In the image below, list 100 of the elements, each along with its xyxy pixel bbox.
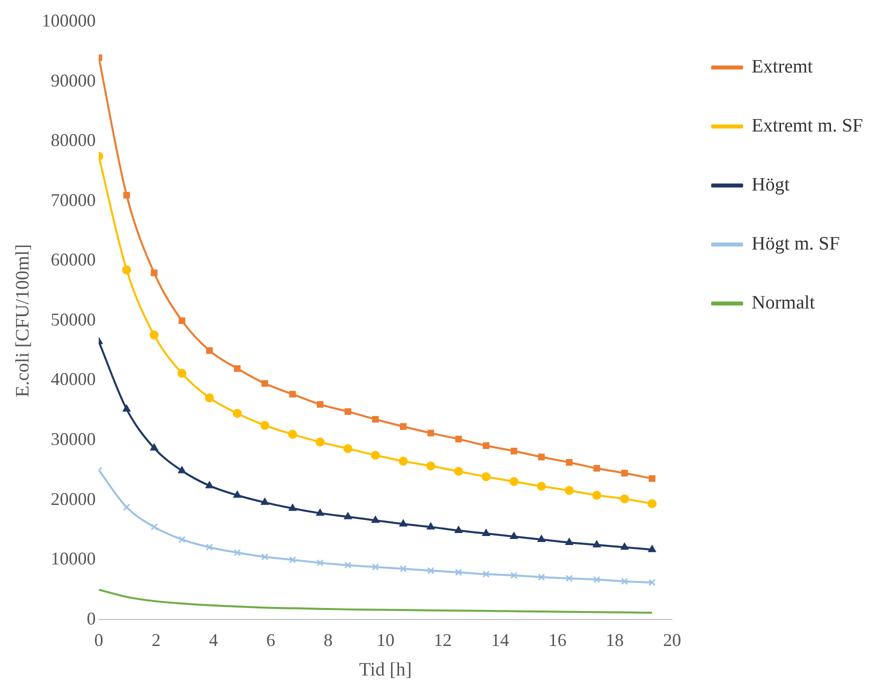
legend-label: Normalt (752, 292, 816, 314)
point (426, 461, 436, 470)
point (234, 365, 241, 372)
point (593, 465, 600, 472)
point (454, 526, 463, 534)
point (150, 270, 158, 276)
point (648, 545, 656, 552)
point (648, 499, 657, 508)
point (234, 549, 241, 556)
point (289, 556, 296, 564)
y-tick-label: 30000 (50, 428, 96, 449)
point (123, 192, 130, 198)
point (454, 466, 464, 476)
legend-label: Högt m. SF (752, 233, 840, 254)
x-tick-label: 10 (376, 630, 394, 650)
point (538, 454, 545, 460)
point (205, 481, 214, 488)
x-tick-label: 12 (434, 630, 452, 650)
point (536, 482, 546, 491)
x-tick-label: 8 (324, 630, 333, 650)
point (509, 477, 518, 486)
point (620, 542, 629, 550)
point (454, 568, 462, 576)
y-tick-label: 50000 (50, 309, 96, 330)
point (371, 516, 380, 523)
y-tick-label: 80000 (50, 130, 96, 150)
point (510, 532, 518, 540)
line-series (98, 588, 654, 614)
point (261, 380, 268, 387)
x-tick-label: 6 (266, 630, 276, 650)
point (648, 475, 656, 482)
point (178, 317, 186, 324)
point (566, 574, 573, 582)
point (204, 393, 214, 402)
point (260, 498, 269, 505)
point (537, 534, 546, 542)
point (344, 562, 352, 569)
x-tick-label: 4 (208, 630, 218, 650)
point (565, 538, 574, 545)
point (400, 565, 407, 572)
point (372, 416, 379, 423)
x-axis-title: Tid [h] (359, 660, 412, 681)
point (372, 563, 380, 571)
point (344, 408, 352, 415)
point (564, 486, 574, 495)
point (288, 430, 298, 439)
point (123, 504, 130, 511)
point (206, 347, 213, 354)
point (620, 494, 630, 504)
point (510, 448, 518, 454)
point (400, 423, 407, 430)
point (316, 438, 325, 447)
point (177, 368, 186, 378)
point (316, 508, 324, 516)
point (482, 529, 490, 536)
x-tick-label: 20 (663, 630, 682, 650)
y-tick-label: 10000 (50, 548, 96, 569)
point (316, 559, 324, 566)
point (620, 578, 628, 585)
y-axis-title: E.coli [CFU/100ml] (12, 244, 34, 398)
x-tick-label: 16 (548, 630, 566, 650)
point (510, 572, 518, 579)
point (482, 570, 490, 578)
point (122, 404, 131, 412)
point (482, 472, 491, 482)
y-tick-label: 60000 (50, 250, 96, 270)
point (592, 540, 601, 548)
y-tick-label: 40000 (50, 369, 96, 390)
point (538, 574, 545, 581)
point (178, 466, 186, 474)
point (621, 470, 628, 476)
point (427, 567, 434, 574)
point (399, 519, 408, 526)
point (593, 576, 600, 584)
point (316, 401, 324, 408)
legend-label: Extremt (752, 56, 814, 78)
point (427, 430, 434, 436)
point (343, 444, 352, 454)
point (482, 442, 490, 449)
y-tick-label: 0 (86, 608, 96, 628)
y-tick-label: 20000 (50, 488, 96, 509)
point (206, 544, 214, 551)
y-tick-label: 90000 (50, 70, 96, 90)
point (150, 444, 158, 451)
point (288, 504, 297, 511)
point (344, 512, 352, 520)
point (566, 459, 573, 466)
point (233, 490, 242, 498)
point (150, 330, 159, 340)
legend-label: Extremt m. SF (752, 115, 864, 136)
point (150, 523, 158, 531)
point (232, 408, 242, 418)
point (260, 420, 270, 430)
point (455, 436, 462, 442)
point (592, 490, 602, 500)
point (398, 456, 408, 466)
y-tick-label: 100000 (42, 10, 96, 31)
x-tick-label: 18 (606, 630, 624, 650)
point (426, 522, 435, 530)
x-tick-label: 14 (491, 630, 510, 650)
